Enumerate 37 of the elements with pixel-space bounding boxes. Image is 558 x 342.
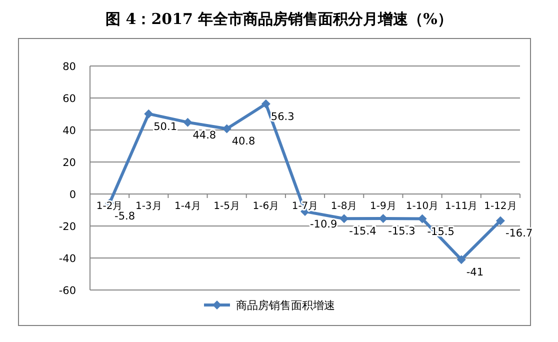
x-tick-label: 1-5月 bbox=[214, 201, 240, 212]
point bbox=[222, 124, 232, 134]
point bbox=[496, 216, 505, 226]
data-label: -10.9 bbox=[310, 218, 338, 230]
y-tick-label: 40 bbox=[62, 125, 76, 137]
data-label: -5.8 bbox=[114, 210, 136, 222]
x-tick-label: 1-2月 bbox=[96, 201, 123, 212]
x-tick-label: 1-3月 bbox=[135, 201, 162, 212]
data-label: -15.3 bbox=[388, 225, 416, 238]
data-label: -15.4 bbox=[349, 226, 377, 238]
point bbox=[144, 109, 154, 118]
x-tick-label: 1-8月 bbox=[330, 201, 358, 212]
x-tick-label: 1-11月 bbox=[445, 201, 478, 212]
y-tick-label: 60 bbox=[62, 93, 76, 105]
point bbox=[456, 255, 466, 264]
x-tick-label: 1-9月 bbox=[370, 201, 396, 212]
x-tick-label: 1-4月 bbox=[174, 201, 201, 212]
legend: 商品房销售面积增速 bbox=[204, 299, 335, 312]
point bbox=[183, 118, 192, 127]
chart-title: 图 4：2017 年全市商品房销售面积分月增速（%） bbox=[106, 10, 452, 28]
x-tick-label: 1-10月 bbox=[406, 201, 439, 212]
data-label: -16.7 bbox=[505, 228, 533, 240]
y-tick-label: -20 bbox=[58, 221, 76, 233]
y-tick-label: -60 bbox=[58, 285, 76, 297]
legend-label: 商品房销售面积增速 bbox=[236, 299, 335, 312]
y-tick-label: -40 bbox=[58, 253, 76, 265]
data-label: 50.1 bbox=[154, 120, 178, 133]
point bbox=[261, 99, 270, 108]
data-label: 44.8 bbox=[192, 129, 216, 142]
y-tick-label: 80 bbox=[62, 61, 76, 73]
data-label: 40.8 bbox=[232, 136, 256, 148]
y-tick-label: 0 bbox=[69, 189, 76, 201]
data-label: 56.3 bbox=[270, 110, 294, 123]
data-label: -41 bbox=[466, 266, 484, 279]
x-tick-label: 1-6月 bbox=[252, 201, 280, 212]
x-tick-label: 1-12月 bbox=[484, 201, 517, 212]
y-tick-label: 20 bbox=[62, 157, 76, 169]
